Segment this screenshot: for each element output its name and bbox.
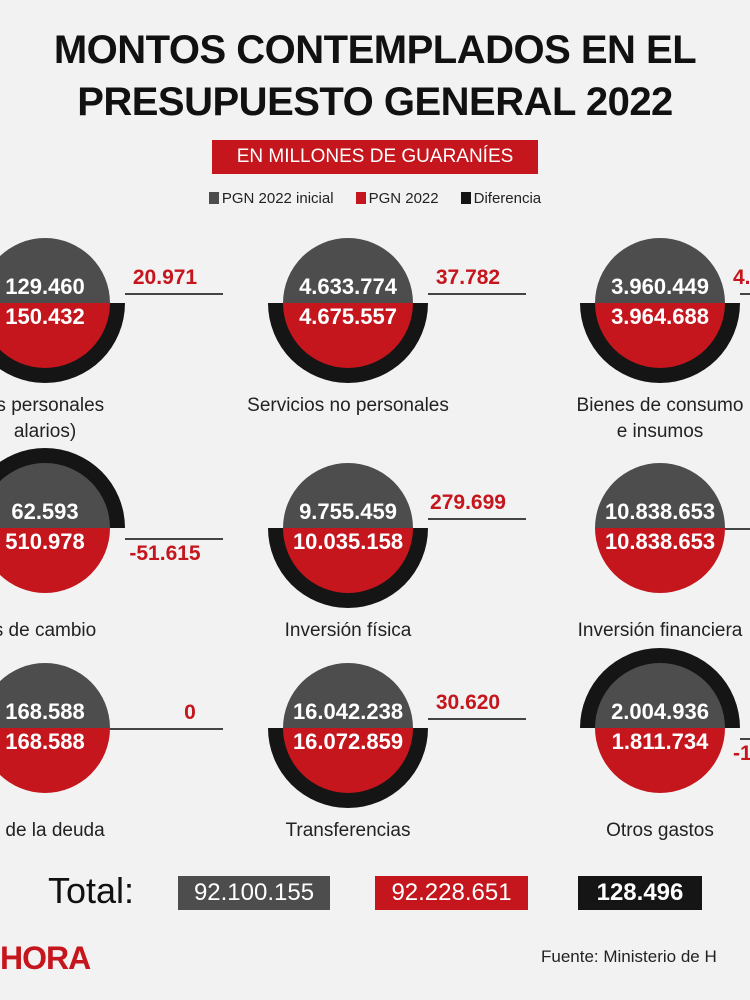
budget-circle: [595, 463, 725, 593]
category-label: s de cambio: [0, 620, 97, 641]
legend-swatch-difference: [460, 192, 471, 204]
difference-leader-line: [110, 728, 223, 730]
legend-swatch-final: [355, 192, 366, 204]
category-label: Inversión física: [284, 620, 412, 641]
legend-swatch-initial: [208, 192, 219, 204]
legend-label: PGN 2022: [368, 190, 439, 207]
difference-value: 279.699: [430, 491, 506, 514]
initial-value: 129.460: [5, 274, 85, 299]
final-value: 4.675.557: [299, 304, 397, 329]
total-label: Total:: [48, 870, 135, 911]
legend-label: Diferencia: [473, 190, 542, 207]
legend-label: PGN 2022 inicial: [221, 190, 334, 207]
budget-circle: [0, 448, 125, 593]
initial-value: 3.960.449: [611, 274, 709, 299]
initial-half: [0, 463, 110, 528]
initial-value: 62.593: [11, 499, 79, 524]
budget-circle: [580, 238, 740, 383]
difference-leader-line: [125, 538, 223, 540]
initial-value: 4.633.774: [299, 274, 397, 299]
title-line-2: PRESUPUESTO GENERAL 2022: [77, 80, 673, 124]
category-label: os personales: [0, 395, 105, 416]
legend-item-final: PGN 2022: [355, 190, 439, 207]
budget-circle: [0, 238, 125, 383]
category-label: Transferencias: [285, 820, 411, 841]
difference-leader-line: [428, 518, 526, 520]
category-label: alarios): [13, 421, 77, 442]
difference-leader-line: [428, 718, 526, 720]
initial-value: 10.838.653: [604, 499, 716, 524]
final-value: 16.072.859: [292, 729, 404, 754]
category-label: Otros gastos: [606, 820, 714, 841]
initial-half: [595, 463, 725, 528]
legend-item-initial: PGN 2022 inicial: [208, 190, 334, 207]
initial-half: [283, 663, 413, 728]
final-value: 10.035.158: [292, 529, 404, 554]
source-note: Fuente: Ministerio de H: [541, 947, 717, 966]
final-value: 510.978: [5, 529, 85, 554]
budget-circle: [268, 663, 428, 808]
final-half: [0, 528, 110, 593]
category-label: e insumos: [616, 421, 704, 442]
category-label: io de la deuda: [0, 820, 105, 841]
total-final: 92.228.651: [375, 876, 528, 910]
difference-value: 30.620: [435, 691, 501, 714]
initial-value: 16.042.238: [292, 699, 404, 724]
category-label: Inversión financiera: [577, 620, 743, 641]
difference-leader-line: [125, 293, 223, 295]
final-value: 168.588: [5, 729, 85, 754]
initial-half: [0, 663, 110, 728]
final-half: [0, 303, 110, 368]
initial-value: 9.755.459: [299, 499, 397, 524]
difference-value: 37.782: [435, 266, 501, 289]
final-value: 150.432: [5, 304, 85, 329]
final-value: 1.811.734: [611, 729, 709, 754]
total-initial: 92.100.155: [178, 876, 330, 910]
budget-circle: [268, 238, 428, 383]
difference-leader-line: [428, 293, 526, 295]
difference-leader-line: [740, 293, 750, 295]
final-half: [283, 728, 413, 793]
budget-circle: [0, 663, 110, 793]
budget-circle: [268, 463, 428, 608]
initial-half: [595, 238, 725, 303]
initial-half: [0, 238, 110, 303]
difference-value: 0: [184, 701, 196, 724]
category-label: Servicios no personales: [247, 395, 449, 416]
final-half: [283, 528, 413, 593]
difference-leader-line: [725, 528, 750, 530]
final-half: [595, 303, 725, 368]
final-half: [0, 728, 110, 793]
logo: HORA: [0, 940, 91, 976]
final-value: 3.964.688: [611, 304, 709, 329]
legend-item-difference: Diferencia: [460, 190, 542, 207]
final-half: [595, 728, 725, 793]
difference-value: 20.971: [132, 266, 198, 289]
subtitle-badge: EN MILLONES DE GUARANÍES: [212, 140, 538, 174]
budget-circle: [580, 648, 740, 793]
initial-half: [283, 238, 413, 303]
difference-value: -51.615: [129, 542, 201, 565]
difference-value: -1: [733, 742, 750, 765]
initial-value: 168.588: [5, 699, 85, 724]
total-difference: 128.496: [578, 876, 702, 910]
difference-leader-line: [740, 738, 750, 740]
final-half: [595, 528, 725, 593]
final-half: [283, 303, 413, 368]
legend: PGN 2022 inicial PGN 2022 Diferencia: [0, 190, 750, 207]
title-line-1: MONTOS CONTEMPLADOS EN EL: [53, 28, 697, 72]
final-value: 10.838.653: [604, 529, 716, 554]
initial-half: [283, 463, 413, 528]
initial-value: 2.004.936: [611, 699, 709, 724]
difference-value: 4.: [733, 266, 750, 289]
category-label: Bienes de consumo: [576, 395, 744, 416]
initial-half: [595, 663, 725, 728]
